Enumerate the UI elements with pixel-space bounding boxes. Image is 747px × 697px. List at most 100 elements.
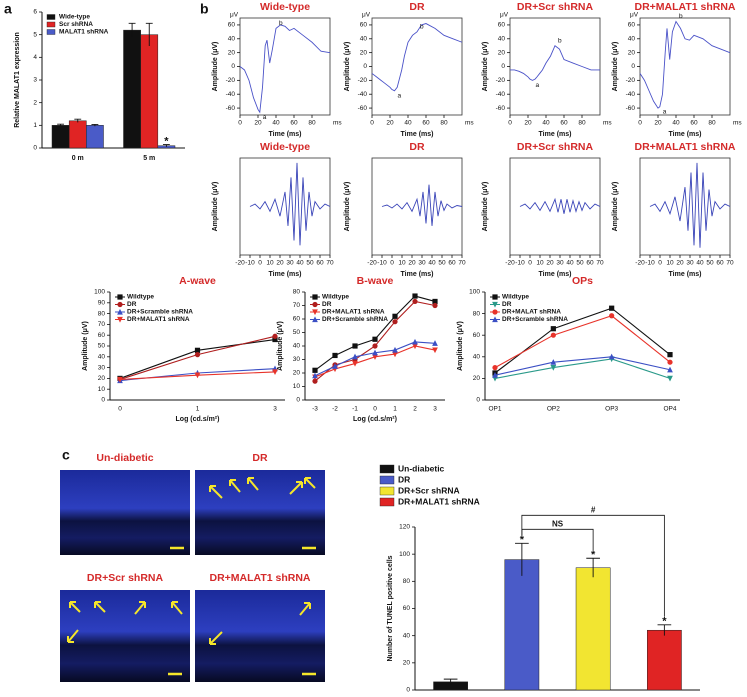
y-tick-label: -60: [496, 105, 506, 112]
marker: [667, 375, 673, 382]
legend-label: Scr shRNA: [59, 21, 93, 28]
micrograph-title: DR+Scr shRNA: [87, 572, 164, 584]
x-unit: ms: [603, 120, 612, 127]
marker: [392, 319, 398, 325]
x-tick-label: -20: [635, 260, 645, 267]
error-bar: [162, 144, 170, 147]
marker: [332, 352, 338, 359]
legend-marker: [312, 309, 318, 316]
plot-frame: [239, 157, 331, 256]
micrographs: Un-diabetic DR DR+Scr shRNA DR+MALAT1 sh…: [60, 452, 325, 682]
y-tick-label: -60: [358, 105, 368, 112]
y-axis-label: Amplitude (μV): [344, 182, 351, 232]
x-tick-label: 20: [654, 120, 662, 127]
series-line: [239, 24, 331, 114]
marker: [117, 376, 123, 383]
marker: [312, 372, 318, 379]
y-tick-label: 120: [399, 524, 410, 531]
x-tick-label: 40: [672, 120, 680, 127]
x-tick-label: 40: [428, 260, 436, 267]
y-tick-label: 0: [296, 397, 300, 404]
chart-title: DR+MALAT1 shRNA: [634, 141, 735, 153]
x-unit: ms: [465, 120, 474, 127]
legend-swatch: [379, 464, 395, 474]
x-tick-label: 40: [272, 120, 280, 127]
y-tick-label: 0: [501, 63, 505, 70]
bar: [647, 629, 682, 691]
x-tick-label: 60: [422, 120, 430, 127]
series-line: [510, 45, 600, 81]
chart-title: B-wave: [357, 275, 394, 287]
x-tick-label: 40: [696, 260, 704, 267]
y-tick-label: 60: [360, 22, 368, 29]
plot-frame: [371, 17, 463, 116]
chart-title: DR: [409, 1, 425, 13]
x-axis-label: Time (ms): [539, 271, 572, 278]
y-tick-label: 0: [33, 145, 37, 152]
x-tick-label: 30: [556, 260, 564, 267]
x-tick-label: 10: [398, 260, 406, 267]
y-tick-label: 40: [403, 632, 411, 639]
chart-title: Wide-type: [260, 141, 310, 153]
marker: [667, 359, 673, 365]
x-tick-label: 0: [658, 260, 662, 267]
y-axis-label: Amplitude (μV): [212, 42, 219, 92]
bar: [140, 34, 159, 149]
marker: [194, 347, 201, 353]
y-tick-label: 70: [98, 321, 106, 328]
marker: [609, 305, 615, 311]
x-tick-label: 0: [528, 260, 532, 267]
y-tick-label: 80: [293, 289, 301, 296]
bar: [504, 559, 540, 691]
y-tick-label: 50: [293, 329, 301, 336]
x-tick-label: -20: [505, 260, 515, 267]
y-axis-label: Amplitude (μV): [612, 42, 619, 92]
y-axis-label: Number of TUNEL positive cells: [387, 555, 394, 661]
y-tick-label: 3: [33, 77, 37, 84]
bar: [575, 567, 611, 691]
y-tick-label: 0: [363, 63, 367, 70]
annotation: a: [536, 82, 540, 89]
x-tick-label: 1: [393, 406, 397, 413]
series-line: [494, 315, 671, 369]
y-tick-label: 100: [399, 551, 410, 558]
x-tick-label: 10: [266, 260, 274, 267]
marker: [432, 347, 438, 354]
marker: [412, 343, 418, 350]
x-tick-label: 0: [238, 120, 242, 127]
y-tick-label: 40: [473, 354, 481, 361]
marker: [432, 340, 438, 346]
x-unit: ms: [733, 120, 742, 127]
y-tick-label: -40: [226, 91, 236, 98]
panel-label: c: [62, 447, 70, 463]
error-bar: [91, 123, 99, 127]
micrograph: [195, 470, 325, 555]
plot-frame: [239, 17, 331, 116]
x-tick-label: 60: [448, 260, 456, 267]
x-tick-label: 70: [596, 260, 604, 267]
chart-title: Wide-type: [260, 1, 310, 13]
y-tick-label: 0: [101, 397, 105, 404]
marker: [550, 359, 557, 365]
marker: [372, 349, 378, 356]
x-tick-label: 80: [708, 120, 716, 127]
legend-label: Un-diabetic: [398, 463, 445, 473]
x-tick-label: 0: [370, 120, 374, 127]
plot-frame: [639, 157, 731, 256]
x-tick-label: -10: [245, 260, 255, 267]
bracket: [521, 528, 594, 551]
series-line: [371, 23, 463, 92]
chart-title: OPs: [572, 275, 593, 287]
x-tick-label: 30: [286, 260, 294, 267]
marker: [608, 353, 615, 360]
legend-marker: [312, 294, 318, 300]
x-tick-label: 20: [254, 120, 262, 127]
plot-frame: [509, 157, 601, 256]
annotation: #: [591, 505, 596, 514]
x-axis-label: Time (ms): [539, 131, 572, 138]
y-tick-label: 6: [33, 9, 37, 16]
panel-label: a: [4, 1, 12, 17]
x-axis-label: Log (cd.s/m²): [176, 416, 220, 423]
marker: [432, 298, 438, 305]
x-tick-label: 2: [413, 406, 417, 413]
